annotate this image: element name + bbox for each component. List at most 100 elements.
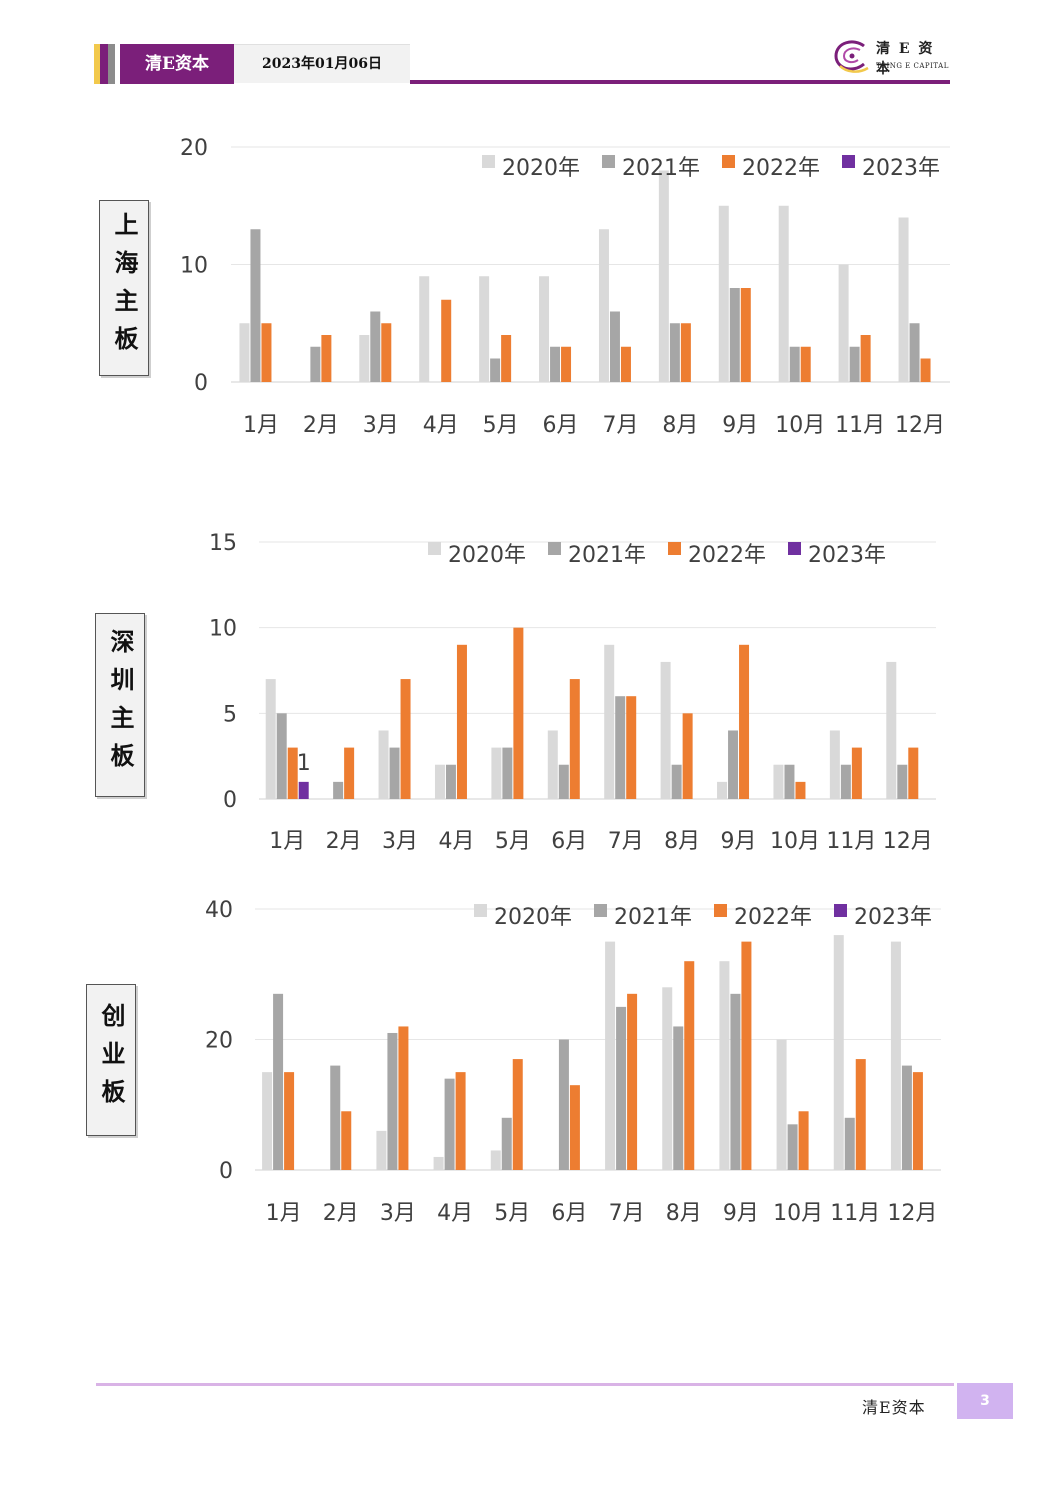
- x-tick-label: 2月: [326, 829, 362, 854]
- logo-text-cn: 清 E 资 本: [876, 41, 935, 77]
- bar: [321, 335, 332, 382]
- bar: [740, 288, 751, 382]
- bar: [776, 1039, 787, 1170]
- bar: [330, 1065, 341, 1170]
- chart-shenzhen-svg: 0 5 10 15 1月 2月 3月 4月 5月 6月 7月 8月 9月 10月 11月 12月 1 2020年 2…: [209, 531, 936, 854]
- legend-label: 2022年: [688, 543, 766, 568]
- bar: [284, 1072, 295, 1170]
- label-shanghai-main-board: 上海主板: [99, 200, 149, 376]
- y-tick-label: 40: [205, 898, 233, 923]
- x-tick-label: 7月: [609, 1201, 645, 1226]
- x-tick-label: 10月: [773, 1201, 823, 1226]
- bar: [627, 993, 638, 1170]
- company-logo: 清 E 资 本 TSING E CAPITAL: [830, 36, 950, 77]
- x-tick-label: 11月: [830, 1201, 880, 1226]
- bar: [239, 323, 250, 382]
- bar: [909, 323, 920, 382]
- bar: [298, 781, 309, 799]
- bar: [444, 1078, 455, 1170]
- x-tick-label: 1月: [266, 1201, 302, 1226]
- legend-swatch: [474, 904, 487, 917]
- bar: [491, 747, 502, 799]
- bar: [719, 961, 730, 1170]
- x-tick-label: 2月: [303, 413, 339, 438]
- bar: [344, 747, 355, 799]
- bar: [626, 696, 637, 799]
- bar: [609, 311, 620, 382]
- bar: [833, 935, 844, 1170]
- bar: [908, 747, 919, 799]
- bar: [844, 1117, 855, 1170]
- logo-text-en: TSING E CAPITAL: [876, 62, 949, 70]
- legend-label: 2022年: [734, 905, 812, 930]
- stripe-purple: [100, 44, 108, 84]
- y-tick-label: 20: [180, 136, 208, 161]
- bar: [730, 993, 741, 1170]
- bar: [441, 299, 452, 382]
- bar: [860, 335, 871, 382]
- header-rule: [410, 80, 950, 84]
- bar: [838, 264, 849, 382]
- bar: [501, 1117, 512, 1170]
- bar: [897, 764, 908, 799]
- y-tick-label: 0: [194, 371, 208, 396]
- bar: [539, 276, 550, 382]
- y-tick-label: 20: [205, 1029, 233, 1054]
- legend-label: 2021年: [614, 905, 692, 930]
- bar: [376, 1130, 387, 1170]
- stripe-yellow: [94, 44, 100, 84]
- x-tick-label: 12月: [887, 1201, 937, 1226]
- bar: [341, 1111, 352, 1170]
- bar: [795, 781, 806, 799]
- x-tick-label: 12月: [895, 413, 945, 438]
- bar: [398, 1026, 409, 1170]
- legend-label: 2020年: [502, 156, 580, 181]
- bar: [778, 205, 789, 382]
- bar: [490, 358, 501, 382]
- bar: [276, 713, 287, 799]
- bar: [615, 696, 626, 799]
- bar: [660, 661, 671, 799]
- bar: [479, 276, 490, 382]
- bar: [728, 730, 739, 799]
- bar: [912, 1072, 923, 1170]
- bar: [684, 961, 695, 1170]
- bar: [851, 747, 862, 799]
- x-tick-label: 11月: [835, 413, 885, 438]
- bar: [558, 1039, 569, 1170]
- bar: [739, 644, 750, 799]
- legend-label: 2023年: [808, 543, 886, 568]
- bar: [680, 323, 691, 382]
- bar: [273, 993, 284, 1170]
- x-tick-label: 8月: [666, 1201, 702, 1226]
- legend-label: 2020年: [448, 543, 526, 568]
- page-number: 3: [957, 1383, 1013, 1419]
- bar: [718, 205, 729, 382]
- legend-swatch: [834, 904, 847, 917]
- bar: [490, 1150, 501, 1170]
- legend-swatch: [842, 155, 855, 168]
- y-tick-label: 0: [223, 788, 237, 813]
- legend-swatch: [548, 542, 561, 555]
- bar: [789, 346, 800, 382]
- x-tick-label: 3月: [382, 829, 418, 854]
- bar: [261, 323, 272, 382]
- header-stripes: [94, 44, 120, 84]
- bar: [502, 747, 513, 799]
- label-chinext-board: 创业板: [86, 984, 136, 1136]
- x-tick-label: 9月: [722, 413, 758, 438]
- header-brand: 清E资本: [120, 44, 234, 84]
- bar: [513, 627, 524, 799]
- bar: [669, 323, 680, 382]
- y-tick-label: 10: [209, 617, 237, 642]
- chart-shanghai-main-board: 0 10 20 1月 2月 3月 4月 5月 6月 7月 8月 9月 10月 11月 12月 2020年 202…: [0, 0, 1051, 460]
- legend-swatch: [668, 542, 681, 555]
- label-shenzhen-main-board: 深圳主板: [95, 613, 145, 797]
- y-tick-label: 0: [219, 1159, 233, 1184]
- x-tick-label: 4月: [437, 1201, 473, 1226]
- bar: [550, 346, 561, 382]
- x-tick-label: 1月: [269, 829, 305, 854]
- x-tick-label: 4月: [438, 829, 474, 854]
- bar: [741, 941, 752, 1170]
- x-tick-label: 8月: [662, 413, 698, 438]
